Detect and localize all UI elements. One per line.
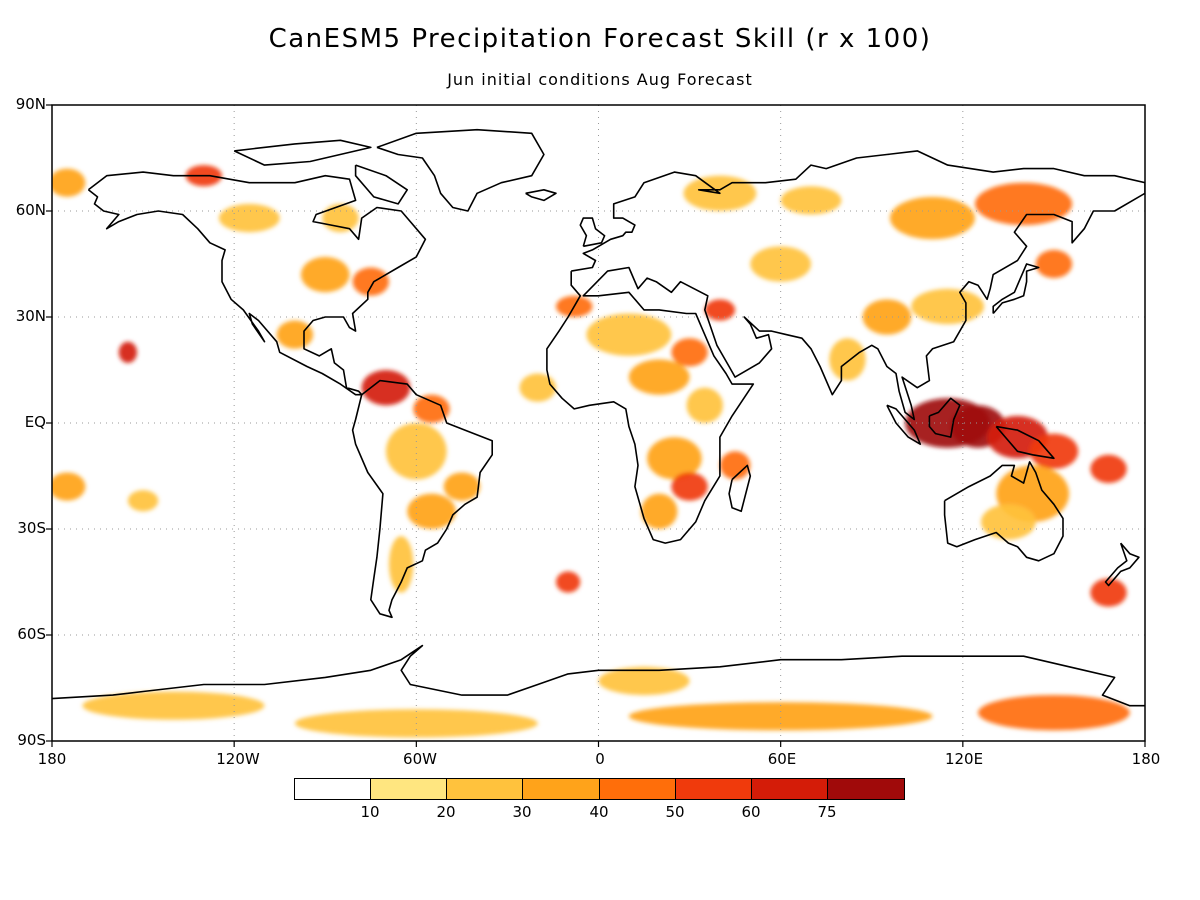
skill-region-49 [82, 691, 265, 720]
skill-region-23 [641, 493, 678, 529]
skill-region-11 [911, 288, 985, 325]
skill-region-7 [1090, 578, 1127, 607]
lon-label-60e: 60E [767, 750, 797, 768]
legend-swatch-6 [751, 778, 828, 800]
skill-region-18 [628, 359, 690, 395]
lat-label-eq: EQ [24, 413, 46, 431]
coastline-arctic-islands [233, 139, 372, 166]
skill-region-43 [52, 472, 86, 501]
coastline-iceland [525, 189, 557, 202]
legend-swatch-4 [599, 778, 676, 800]
lat-label-60n: 60N [15, 201, 46, 219]
coastline-south-america [351, 379, 493, 619]
skill-region-25 [704, 299, 736, 321]
coastline-japan [992, 263, 1040, 315]
legend-swatch-3 [522, 778, 600, 800]
axis-ticks [46, 104, 1146, 747]
skill-region-48 [598, 666, 690, 696]
skill-region-37 [352, 267, 390, 296]
coastline-madagascar [728, 464, 752, 513]
coastline-new-guinea [995, 425, 1055, 460]
skill-region-15 [780, 186, 842, 215]
lon-label-60w: 60W [403, 750, 437, 768]
skill-region-6 [981, 504, 1036, 540]
legend-tick-40: 40 [589, 803, 609, 821]
skill-region-31 [443, 472, 481, 501]
coastline-greenland [376, 128, 545, 212]
skill-region-26 [519, 373, 556, 402]
skill-region-35 [276, 320, 314, 349]
skill-region-14 [750, 246, 812, 282]
legend-tick-50: 50 [665, 803, 685, 821]
lon-label-180w: 180 [37, 750, 67, 768]
chart-subtitle: Jun initial conditions Aug Forecast [447, 70, 753, 89]
skill-region-47 [978, 695, 1130, 731]
legend-tick-30: 30 [512, 803, 532, 821]
skill-region-29 [413, 394, 450, 423]
lon-label-0: 0 [595, 750, 605, 768]
coastlines [52, 128, 1145, 707]
chart-title: CanESM5 Precipitation Forecast Skill (r … [268, 24, 932, 54]
legend-swatch-0 [294, 778, 371, 800]
skill-region-4 [1090, 454, 1127, 484]
coastline-sumatra [886, 404, 922, 445]
coastline-britain [579, 217, 606, 248]
coastline-eurasia-africa [546, 150, 1145, 544]
skill-region-39 [322, 203, 359, 233]
skill-region-22 [671, 472, 708, 501]
skill-region-46 [628, 702, 933, 731]
coastline-north-america [87, 171, 427, 396]
skill-region-9 [889, 196, 975, 240]
skill-region-41 [52, 168, 86, 197]
skill-region-44 [127, 490, 159, 512]
skill-region-17 [586, 313, 672, 356]
skill-region-42 [118, 341, 138, 363]
skill-region-30 [385, 423, 447, 480]
legend-tick-10: 10 [360, 803, 380, 821]
legend-tick-75: 75 [817, 803, 837, 821]
lat-label-90n: 90N [15, 95, 46, 113]
skill-region-34 [555, 571, 581, 593]
legend-tick-20: 20 [436, 803, 456, 821]
lon-label-180e: 180 [1131, 750, 1161, 768]
skill-region-10 [1035, 249, 1073, 279]
skill-region-13 [829, 338, 866, 381]
skill-field [52, 165, 1130, 738]
lat-label-90s: 90S [17, 731, 46, 749]
coastline-borneo [928, 397, 961, 438]
skill-region-20 [686, 387, 723, 424]
coastline-new-zealand [1104, 542, 1140, 587]
lon-label-120e: 120E [944, 750, 984, 768]
skill-region-28 [361, 370, 411, 406]
skill-region-19 [671, 338, 708, 367]
lon-label-120w: 120W [216, 750, 260, 768]
coastline-antarctica [52, 644, 1145, 707]
legend-tick-60: 60 [741, 803, 761, 821]
lat-label-30s: 30S [17, 519, 46, 537]
lat-label-30n: 30N [15, 307, 46, 325]
coastline-baffin [354, 164, 408, 205]
legend-swatch-5 [675, 778, 752, 800]
skill-region-38 [218, 203, 280, 233]
lat-label-60s: 60S [17, 625, 46, 643]
skill-region-3 [1029, 433, 1079, 469]
skill-region-33 [389, 536, 414, 593]
gridlines [52, 105, 1145, 741]
skill-region-36 [300, 256, 350, 293]
coastline-australia [943, 461, 1064, 562]
legend-swatch-7 [827, 778, 905, 800]
skill-region-24 [719, 451, 751, 480]
skill-region-21 [647, 437, 702, 480]
legend-swatch-2 [446, 778, 523, 800]
skill-region-32 [407, 493, 456, 529]
legend-swatch-1 [370, 778, 447, 800]
